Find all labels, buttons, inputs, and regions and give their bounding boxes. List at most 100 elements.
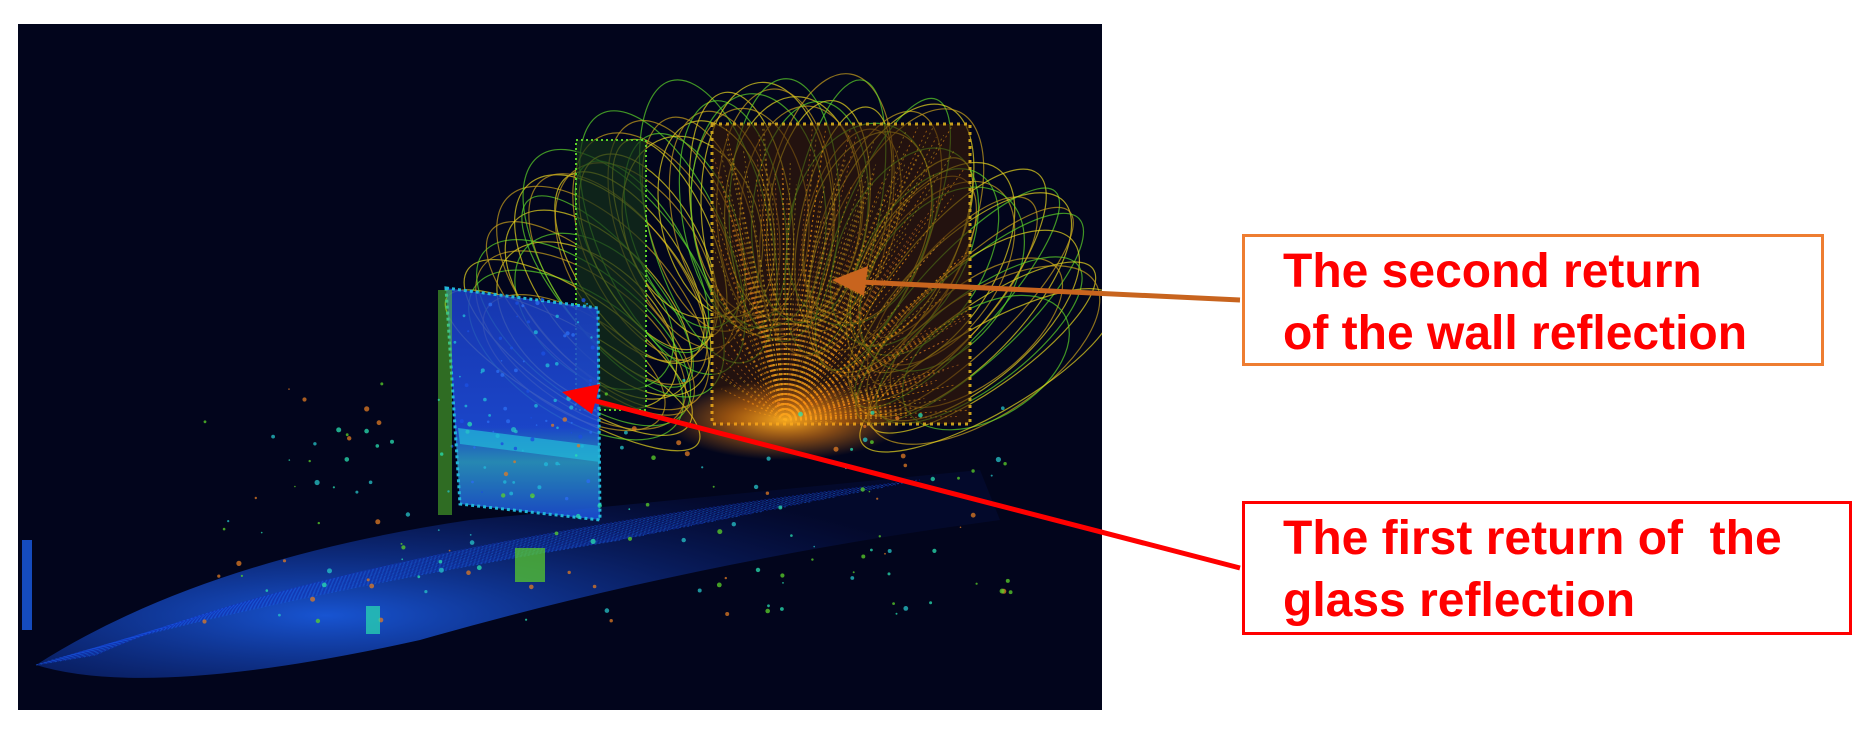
- wall-streak: [763, 125, 786, 421]
- glass-point: [509, 491, 514, 496]
- glass-point: [514, 368, 518, 373]
- ground-scan-line: [95, 479, 921, 656]
- glass-point: [589, 379, 593, 382]
- wall-streak: [784, 154, 919, 421]
- wall-streak: [784, 149, 955, 421]
- scatter-point: [314, 479, 320, 486]
- scatter-point: [767, 604, 770, 608]
- ground-scan-line: [38, 537, 633, 666]
- wall-streak: [784, 199, 863, 421]
- scatter-point: [510, 427, 517, 433]
- glass-point: [506, 419, 511, 424]
- scatter-point: [375, 519, 381, 525]
- scatter-point: [780, 607, 784, 611]
- scatter-point: [833, 446, 839, 452]
- glass-point: [488, 414, 491, 417]
- scatter-point: [501, 493, 506, 498]
- wall-streak: [784, 307, 813, 421]
- left-pillar: [575, 139, 647, 411]
- scatter-point: [592, 584, 597, 589]
- scatter-point: [222, 527, 226, 531]
- glass-point: [541, 351, 546, 356]
- glass-point: [498, 336, 503, 340]
- scatter-point: [929, 601, 933, 605]
- glass-point: [556, 426, 559, 430]
- scatter-point: [317, 521, 320, 525]
- scatter-point: [424, 590, 428, 594]
- scatter-point: [681, 537, 686, 543]
- glass-point: [543, 462, 549, 467]
- scatter-point: [676, 440, 682, 446]
- ground-scan-line: [55, 520, 717, 663]
- glass-point: [522, 360, 525, 363]
- glass-point: [512, 481, 516, 484]
- scatter-point: [701, 466, 704, 469]
- scatter-point: [260, 531, 263, 534]
- scatter-point: [717, 529, 723, 535]
- wall-streak: [784, 312, 873, 421]
- wall-streak: [784, 382, 888, 421]
- scatter-point: [778, 505, 783, 510]
- wall-streak: [784, 304, 795, 421]
- scatter-point: [513, 460, 516, 464]
- scatter-point: [313, 442, 317, 446]
- scatter-point: [884, 552, 886, 555]
- glass-point: [580, 444, 584, 448]
- scatter-point: [529, 584, 534, 590]
- scatter-point: [604, 608, 610, 613]
- wall-streak: [751, 278, 786, 421]
- scatter-point: [355, 490, 359, 494]
- glass-point: [545, 419, 548, 423]
- scatter-point: [203, 420, 207, 424]
- scatter-point: [288, 388, 290, 390]
- scatter-point: [401, 558, 404, 561]
- scatter-point: [903, 606, 909, 611]
- wall-streak: [784, 139, 875, 421]
- glass-point: [510, 346, 514, 350]
- wall-reflection-points: [575, 122, 972, 426]
- ground-scan-line: [57, 517, 729, 662]
- scatter-point: [970, 512, 976, 518]
- glass-panel: [446, 288, 600, 520]
- scatter-point: [440, 452, 444, 456]
- ground-scan-line: [74, 501, 813, 660]
- wall-streak: [784, 228, 861, 421]
- glass-side-edge: [438, 290, 452, 515]
- scatter-point: [620, 445, 624, 450]
- scatter-point: [240, 574, 243, 578]
- wall-arrow: [832, 266, 1241, 303]
- scatter-point: [465, 429, 470, 434]
- scatter-point: [731, 522, 736, 527]
- scatter-point: [525, 618, 528, 621]
- glass-point: [481, 491, 483, 493]
- scatter-point: [870, 548, 873, 552]
- scatter-point: [798, 411, 803, 417]
- wall-streak: [784, 127, 952, 421]
- scatter-point: [716, 582, 722, 588]
- wall-streak: [759, 282, 786, 421]
- scatter-point: [975, 582, 978, 585]
- scatter-point: [217, 574, 221, 578]
- green-cluster: [515, 548, 545, 582]
- glass-point: [589, 430, 593, 434]
- wall-streak: [784, 198, 821, 421]
- scatter-point: [332, 486, 335, 489]
- glass-point: [565, 496, 569, 501]
- scatter-point: [466, 570, 471, 575]
- ground-scan-line: [88, 486, 885, 657]
- scatter-point: [597, 503, 602, 508]
- scatter-point: [863, 424, 867, 428]
- glass-point: [503, 406, 508, 411]
- scatter-point: [503, 471, 509, 477]
- glass-point: [540, 297, 544, 301]
- glass-point: [459, 375, 461, 378]
- glass-point: [467, 330, 470, 333]
- glass-point: [578, 434, 583, 439]
- glass-point: [464, 404, 468, 408]
- scatter-point: [850, 576, 855, 580]
- glass-reflection-points: [438, 286, 602, 522]
- wall-streak: [774, 338, 786, 421]
- wall-streak: [784, 137, 817, 421]
- wall-streak: [784, 303, 909, 421]
- scatter-point: [900, 453, 906, 459]
